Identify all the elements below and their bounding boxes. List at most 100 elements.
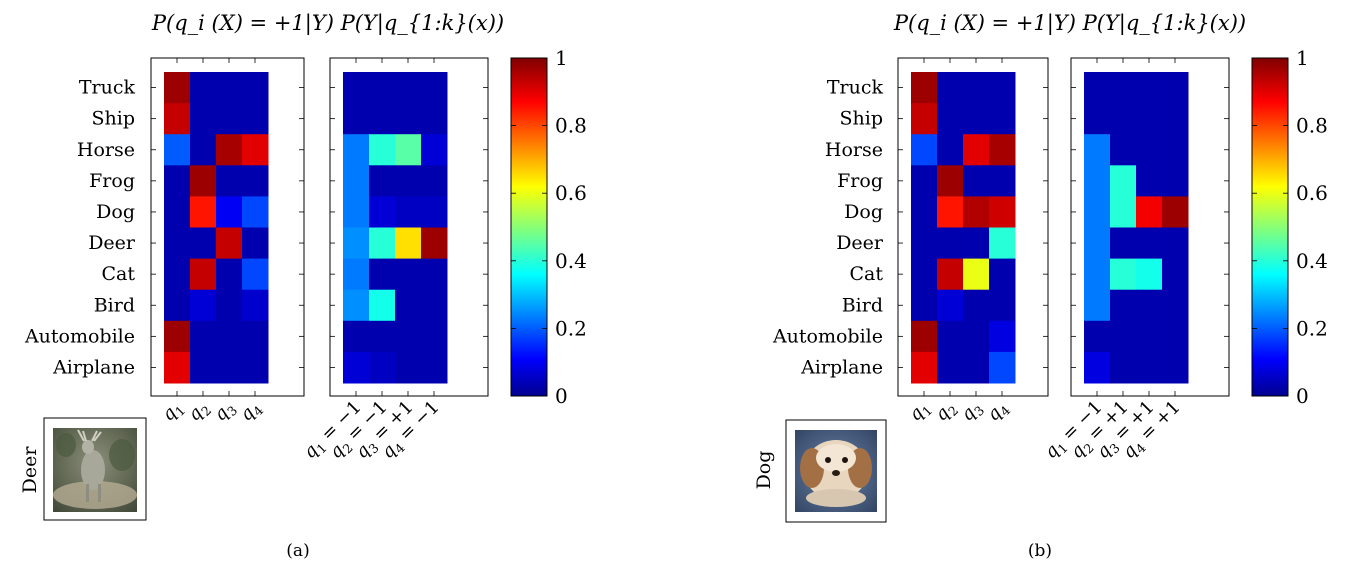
left-heatmap-cell bbox=[937, 258, 964, 291]
right-heatmap-cell bbox=[343, 320, 370, 353]
right-heatmap-cell bbox=[1162, 165, 1189, 197]
image-label-b: Dog bbox=[753, 451, 775, 490]
left-heatmap-cell bbox=[242, 165, 269, 197]
left-heatmap-cell bbox=[989, 72, 1016, 104]
left-heatmap-cell bbox=[242, 289, 269, 322]
left-heatmap-cell bbox=[989, 258, 1016, 291]
right-heatmap-cell bbox=[343, 196, 370, 228]
left-heatmap-cell bbox=[911, 196, 938, 228]
right-heatmap-cell bbox=[1084, 289, 1111, 322]
right-heatmap-cell bbox=[1162, 351, 1189, 384]
right-heatmap-cell bbox=[395, 72, 422, 104]
left-heatmap-cell bbox=[937, 103, 964, 135]
left-heatmap-cell bbox=[242, 258, 269, 291]
left-heatmap-cell bbox=[216, 72, 243, 104]
right-heatmap-cell bbox=[369, 351, 396, 384]
left-heatmap-cell bbox=[216, 134, 243, 166]
right-heatmap-cell bbox=[1084, 320, 1111, 353]
class-label-cat: Cat bbox=[849, 263, 883, 285]
right-heatmap-cell bbox=[421, 351, 448, 384]
right-heatmap-cell bbox=[1084, 196, 1111, 228]
right-heatmap-cell bbox=[395, 320, 422, 353]
right-heatmap-cell bbox=[369, 196, 396, 228]
left-heatmap-cell bbox=[190, 351, 217, 384]
right-heatmap-cell bbox=[369, 134, 396, 166]
right-heatmap-cell bbox=[1084, 258, 1111, 291]
left-heatmap-cell bbox=[216, 351, 243, 384]
left-heatmap-cell bbox=[190, 72, 217, 104]
right-heatmap-cell bbox=[395, 289, 422, 322]
left-heatmap-cell bbox=[911, 289, 938, 322]
left-heatmap-cell bbox=[989, 103, 1016, 135]
left-heatmap-cell bbox=[989, 196, 1016, 228]
left-heatmap-cell bbox=[216, 165, 243, 197]
left-heatmap-cell bbox=[911, 227, 938, 260]
left-heatmap-cell bbox=[164, 227, 191, 260]
left-heatmap-cell bbox=[937, 165, 964, 197]
right-heatmap-cell bbox=[1162, 72, 1189, 104]
panel-b-caption: (b) bbox=[1028, 541, 1052, 561]
right-heatmap-cell bbox=[1084, 103, 1111, 135]
right-heatmap-cell bbox=[1110, 289, 1137, 322]
right-heatmap-cell bbox=[1162, 289, 1189, 322]
class-label-deer: Deer bbox=[88, 232, 136, 254]
left-heatmap-cell bbox=[937, 289, 964, 322]
panel-b-title: P(q_i (X) = +1|Y) P(Y|q_{1:k}(x)) bbox=[893, 11, 1246, 36]
right-heatmap-cell bbox=[1162, 196, 1189, 228]
right-heatmap-cell bbox=[1110, 320, 1137, 353]
right-heatmap-cell bbox=[395, 165, 422, 197]
colorbar-tick-label: 0.4 bbox=[555, 249, 587, 273]
colorbar-tick-label: 1 bbox=[555, 46, 568, 70]
right-heatmap-cell bbox=[1162, 103, 1189, 135]
right-heatmap-cell bbox=[421, 258, 448, 291]
right-heatmap-cell bbox=[1136, 165, 1163, 197]
class-label-dog: Dog bbox=[844, 201, 883, 223]
left-heatmap-cell bbox=[989, 165, 1016, 197]
left-heatmap-cell bbox=[190, 103, 217, 135]
right-heatmap-cell bbox=[343, 258, 370, 291]
class-label-ship: Ship bbox=[840, 108, 884, 130]
left-column-label: q1 bbox=[158, 397, 188, 427]
right-heatmap-cell bbox=[395, 351, 422, 384]
right-heatmap-cell bbox=[421, 103, 448, 135]
left-heatmap-cell bbox=[242, 103, 269, 135]
left-heatmap-cell bbox=[963, 134, 990, 166]
left-heatmap-cell bbox=[164, 320, 191, 353]
colorbar bbox=[1251, 57, 1289, 397]
right-heatmap-cell bbox=[343, 289, 370, 322]
panel-a: Truck Ship Horse Frog Dog Deer Cat Bird Automobi… bbox=[24, 46, 587, 463]
left-heatmap-cell bbox=[963, 258, 990, 291]
left-heatmap-cell bbox=[963, 103, 990, 135]
right-heatmap-cell bbox=[369, 320, 396, 353]
left-heatmap-cell bbox=[963, 320, 990, 353]
right-heatmap-cell bbox=[369, 72, 396, 104]
class-label-automobile: Automobile bbox=[24, 325, 135, 347]
left-heatmap-cell bbox=[963, 165, 990, 197]
right-heatmap-cell bbox=[1084, 351, 1111, 384]
class-label-dog: Dog bbox=[96, 201, 135, 223]
left-heatmap-cell bbox=[164, 103, 191, 135]
left-heatmap-cell bbox=[963, 289, 990, 322]
left-heatmap-cell bbox=[216, 227, 243, 260]
left-heatmap-cell bbox=[242, 227, 269, 260]
right-heatmap-cell bbox=[1110, 103, 1137, 135]
left-heatmap-cell bbox=[911, 134, 938, 166]
class-label-horse: Horse bbox=[825, 139, 883, 161]
left-heatmap-cell bbox=[937, 196, 964, 228]
right-heatmap-cell bbox=[369, 289, 396, 322]
left-heatmap-cell bbox=[164, 351, 191, 384]
class-label-truck: Truck bbox=[79, 77, 136, 99]
left-heatmap-cell bbox=[911, 103, 938, 135]
class-label-deer: Deer bbox=[836, 232, 884, 254]
class-label-bird: Bird bbox=[842, 294, 883, 316]
left-column-label: q2 bbox=[931, 397, 961, 427]
right-heatmap-cell bbox=[343, 103, 370, 135]
colorbar-tick-label: 1 bbox=[1296, 46, 1309, 70]
left-heatmap-cell bbox=[190, 165, 217, 197]
class-label-cat: Cat bbox=[101, 263, 135, 285]
right-heatmap-cell bbox=[1084, 227, 1111, 260]
right-heatmap-cell bbox=[395, 103, 422, 135]
right-heatmap-cell bbox=[1136, 72, 1163, 104]
colorbar-tick-label: 0 bbox=[555, 384, 568, 408]
colorbar-tick-label: 0.4 bbox=[1296, 249, 1328, 273]
